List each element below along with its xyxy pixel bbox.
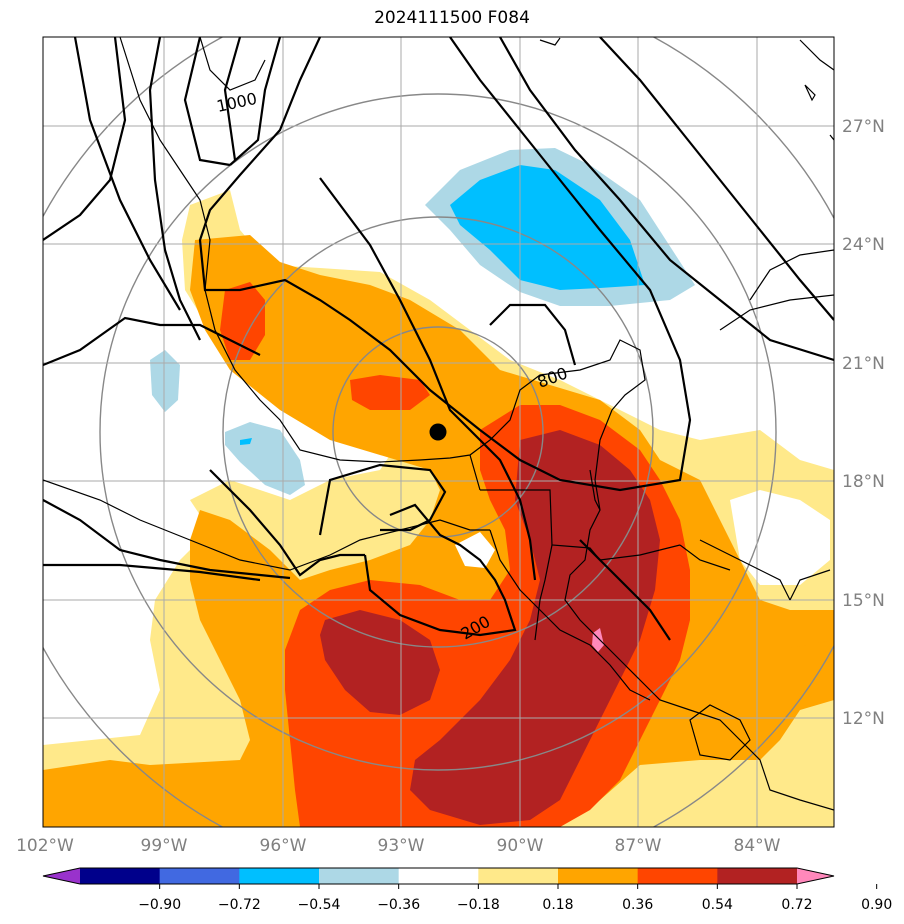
colorbar-cell	[319, 868, 400, 884]
colorbar-tick-label: 0.72	[781, 897, 812, 913]
fill-hole-gulf	[730, 490, 830, 585]
colorbar-tick-label: 0.18	[542, 897, 573, 913]
coastlines	[43, 37, 834, 811]
height-contours	[43, 37, 834, 641]
colorbar-tick-label: −0.72	[218, 897, 261, 913]
lat-label: 27°N	[842, 117, 885, 137]
lat-label: 15°N	[842, 591, 885, 611]
longitude-labels: 102°W 99°W 96°W 93°W 90°W 87°W 84°W	[16, 836, 781, 856]
colorbar-extend-low	[43, 868, 80, 884]
lon-label: 84°W	[734, 836, 781, 856]
colorbar-tick-label: 0.90	[861, 897, 892, 913]
colorbar-cell	[558, 868, 639, 884]
colorbar-tick-label: −0.18	[457, 897, 500, 913]
colorbar-cell	[398, 868, 479, 884]
lat-label: 18°N	[842, 472, 885, 492]
lon-label: 93°W	[378, 836, 425, 856]
fill-negative	[150, 148, 695, 495]
colorbar-cell	[159, 868, 240, 884]
colorbar-cells	[80, 868, 798, 884]
map-area	[43, 37, 834, 827]
latitude-labels: 27°N 24°N 21°N 18°N 15°N 12°N	[842, 117, 885, 729]
colorbar-tick-label: −0.90	[138, 897, 181, 913]
lon-label: 102°W	[16, 836, 74, 856]
colorbar-extend-high	[797, 868, 834, 884]
lat-label: 12°N	[842, 709, 885, 729]
lon-label: 96°W	[260, 836, 307, 856]
fill-level-0-72	[320, 430, 660, 825]
borders	[469, 454, 731, 641]
lat-label: 24°N	[842, 235, 885, 255]
colorbar-ticks: −0.90 −0.72 −0.54 −0.36 −0.18 0.18 0.36 0.54 0.7…	[138, 884, 892, 913]
colorbar-cell	[239, 868, 320, 884]
lon-label: 99°W	[141, 836, 188, 856]
map-frame	[42, 36, 835, 828]
colorbar-cell	[80, 868, 161, 884]
fill-hole-inner	[455, 532, 495, 568]
colorbar-tick-label: −0.36	[377, 897, 420, 913]
storm-center-marker	[429, 423, 447, 441]
colorbar-tick-label: 0.54	[702, 897, 733, 913]
fill-level-0-90	[592, 628, 604, 652]
gridlines	[43, 37, 834, 827]
colorbar-cell	[717, 868, 798, 884]
map-title: 2024111500 F084	[374, 8, 530, 28]
colorbar-tick-label: 0.36	[622, 897, 653, 913]
lat-label: 21°N	[842, 354, 885, 374]
range-rings	[43, 37, 834, 827]
lon-label: 90°W	[497, 836, 544, 856]
colorbar-tick-label: −0.54	[298, 897, 341, 913]
lon-label: 87°W	[615, 836, 662, 856]
colorbar-cell	[478, 868, 559, 884]
colorbar-outline	[42, 867, 835, 885]
colorbar: −0.90 −0.72 −0.54 −0.36 −0.18 0.18 0.36 0.54 0.7…	[42, 867, 892, 913]
colorbar-cell	[637, 868, 718, 884]
